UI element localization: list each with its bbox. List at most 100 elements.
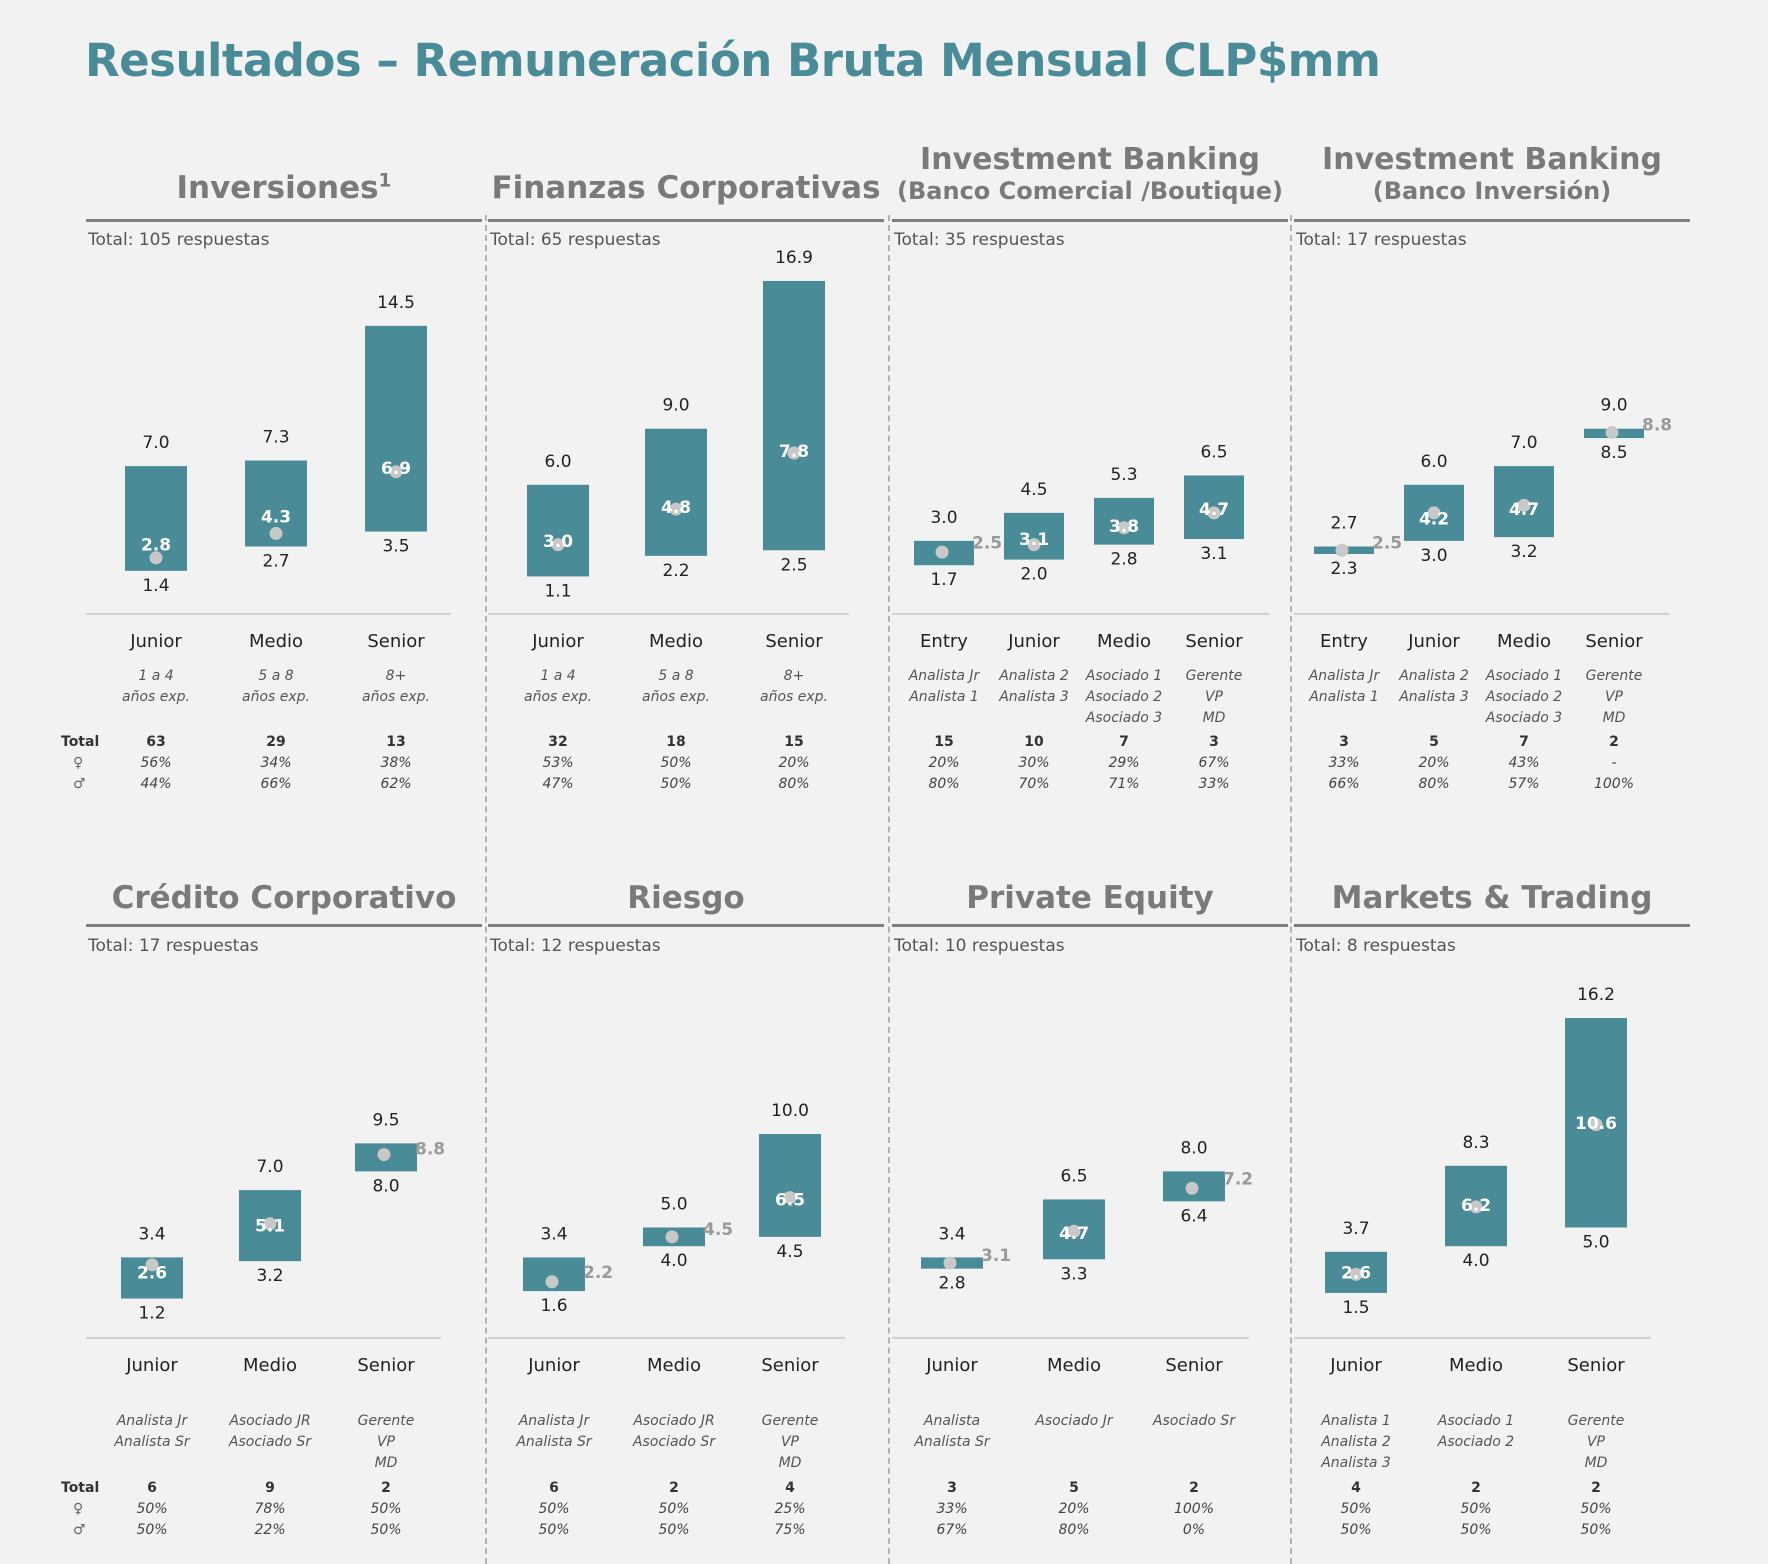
average-dot xyxy=(665,1230,679,1244)
category-description: Analista Sr xyxy=(113,1434,191,1450)
median-label: 7.8 xyxy=(779,442,809,462)
min-label: 3.0 xyxy=(1420,546,1447,566)
category-description: Asociado Jr xyxy=(1034,1413,1114,1429)
max-label: 6.0 xyxy=(1420,452,1447,472)
stats-column: 9 78% 22% xyxy=(215,1478,325,1541)
min-label: 2.7 xyxy=(262,552,289,572)
max-label: 7.0 xyxy=(256,1157,283,1177)
stats-row-labels: Total ♀ ♂ xyxy=(61,732,111,795)
range-bar-chart: 2.7 2.3 2.5 Entry Analista Jr Analista 1 6.0 3.… xyxy=(1294,396,1672,726)
category-description: Asociado 3 xyxy=(1085,710,1162,726)
stats-column: 29 34% 66% xyxy=(221,732,331,795)
stats-column: 4 50% 50% xyxy=(1301,1478,1411,1541)
category-description: Asociado JR xyxy=(632,1413,714,1429)
female-share: 50% xyxy=(538,1501,570,1517)
median-label: 2.2 xyxy=(583,1263,613,1283)
median-label: 4.3 xyxy=(261,508,291,528)
respondent-count: 7 xyxy=(1519,734,1529,750)
stats-column: 2 50% 50% xyxy=(1421,1478,1531,1541)
panel-title-rule xyxy=(1294,219,1690,222)
category-description: años exp. xyxy=(524,689,592,705)
category-description: Asociado 1 xyxy=(1485,668,1562,684)
footnote-marker: 1 xyxy=(378,170,392,192)
page-title: Resultados – Remuneración Bruta Mensual … xyxy=(85,34,1381,87)
category-label: Senior xyxy=(1185,631,1243,652)
female-share: 50% xyxy=(658,1501,690,1517)
max-label: 6.5 xyxy=(1200,442,1227,462)
category-description: 1 a 4 xyxy=(540,668,575,684)
min-label: 3.2 xyxy=(1510,542,1537,562)
category-description: 5 a 8 xyxy=(258,668,293,684)
min-label: 2.2 xyxy=(662,561,689,581)
panel-title: Inversiones1 xyxy=(86,170,482,207)
median-label: 2.8 xyxy=(141,536,171,556)
respondent-count: 4 xyxy=(1351,1480,1361,1496)
category-description: Analista Jr xyxy=(518,1413,591,1429)
max-label: 2.7 xyxy=(1330,514,1357,534)
stats-row-labels: Total ♀ ♂ xyxy=(61,1478,111,1541)
male-icon: ♂ xyxy=(73,1522,86,1538)
category-description: Asociado JR xyxy=(228,1413,310,1429)
panel-title-rule xyxy=(86,219,482,222)
average-dot xyxy=(1027,538,1041,552)
panel-title: Private Equity xyxy=(892,880,1288,917)
female-share: 20% xyxy=(1058,1501,1090,1517)
category-description: Analista xyxy=(923,1413,980,1429)
min-label: 5.0 xyxy=(1582,1233,1609,1253)
min-label: 1.6 xyxy=(540,1296,567,1316)
category-description: Gerente xyxy=(762,1413,819,1429)
stats-column: 2 50% 50% xyxy=(331,1478,441,1541)
min-label: 3.5 xyxy=(382,537,409,557)
stats-total-label: Total xyxy=(61,1480,100,1496)
range-bar xyxy=(1094,497,1154,545)
min-label: 1.7 xyxy=(930,570,957,590)
median-label: 8.8 xyxy=(415,1139,445,1159)
min-label: 1.2 xyxy=(138,1304,165,1324)
average-dot xyxy=(145,1258,159,1272)
min-label: 2.0 xyxy=(1020,565,1047,585)
range-bar xyxy=(759,1134,821,1237)
male-share: 44% xyxy=(140,776,172,792)
category-description: Asociado 2 xyxy=(1085,689,1163,705)
average-dot xyxy=(1605,425,1619,439)
female-icon: ♀ xyxy=(73,755,84,771)
median-label: 6.5 xyxy=(775,1190,805,1210)
median-label: 4.2 xyxy=(1419,509,1449,529)
respondent-count: 2 xyxy=(1609,734,1619,750)
respondent-count: 15 xyxy=(934,734,954,750)
stats-column: 63 56% 44% xyxy=(101,732,211,795)
chart-panel: Markets & Trading Total: 8 respuestas 3.7 1… xyxy=(1294,0,1690,1564)
min-label: 1.1 xyxy=(544,581,571,601)
category-label: Entry xyxy=(1320,631,1368,652)
category-description: Asociado 1 xyxy=(1085,668,1162,684)
min-label: 2.3 xyxy=(1330,559,1357,579)
average-dot xyxy=(545,1275,559,1289)
female-share: 20% xyxy=(928,755,960,771)
respondent-count: 18 xyxy=(666,734,686,750)
min-label: 8.0 xyxy=(372,1176,399,1196)
max-label: 6.5 xyxy=(1060,1166,1087,1186)
max-label: 9.0 xyxy=(662,396,689,416)
category-description: Gerente xyxy=(358,1413,415,1429)
female-share: 50% xyxy=(1460,1501,1492,1517)
max-label: 3.4 xyxy=(540,1224,567,1244)
average-dot xyxy=(1335,543,1349,557)
category-description: años exp. xyxy=(760,689,828,705)
range-bar-chart: 3.4 1.2 2.6 Junior Analista Jr Analista Sr 7.0… xyxy=(86,1110,445,1471)
panel-total-responses: Total: 8 respuestas xyxy=(1296,936,1456,956)
female-share: 53% xyxy=(542,755,574,771)
female-share: 50% xyxy=(1340,1501,1372,1517)
female-share: 50% xyxy=(1580,1501,1612,1517)
stats-column: 2 - 100% xyxy=(1559,732,1669,795)
male-share: 67% xyxy=(936,1522,968,1538)
average-dot xyxy=(1117,521,1131,535)
median-label: 3.8 xyxy=(1109,517,1139,537)
female-share: 38% xyxy=(380,755,412,771)
male-share: 66% xyxy=(260,776,292,792)
panel-title-rule xyxy=(1294,924,1690,927)
average-dot xyxy=(1207,506,1221,520)
median-label: 4.7 xyxy=(1059,1224,1089,1244)
respondent-count: 2 xyxy=(669,1480,679,1496)
panel-title: Crédito Corporativo xyxy=(86,880,482,917)
min-label: 3.3 xyxy=(1060,1264,1087,1284)
